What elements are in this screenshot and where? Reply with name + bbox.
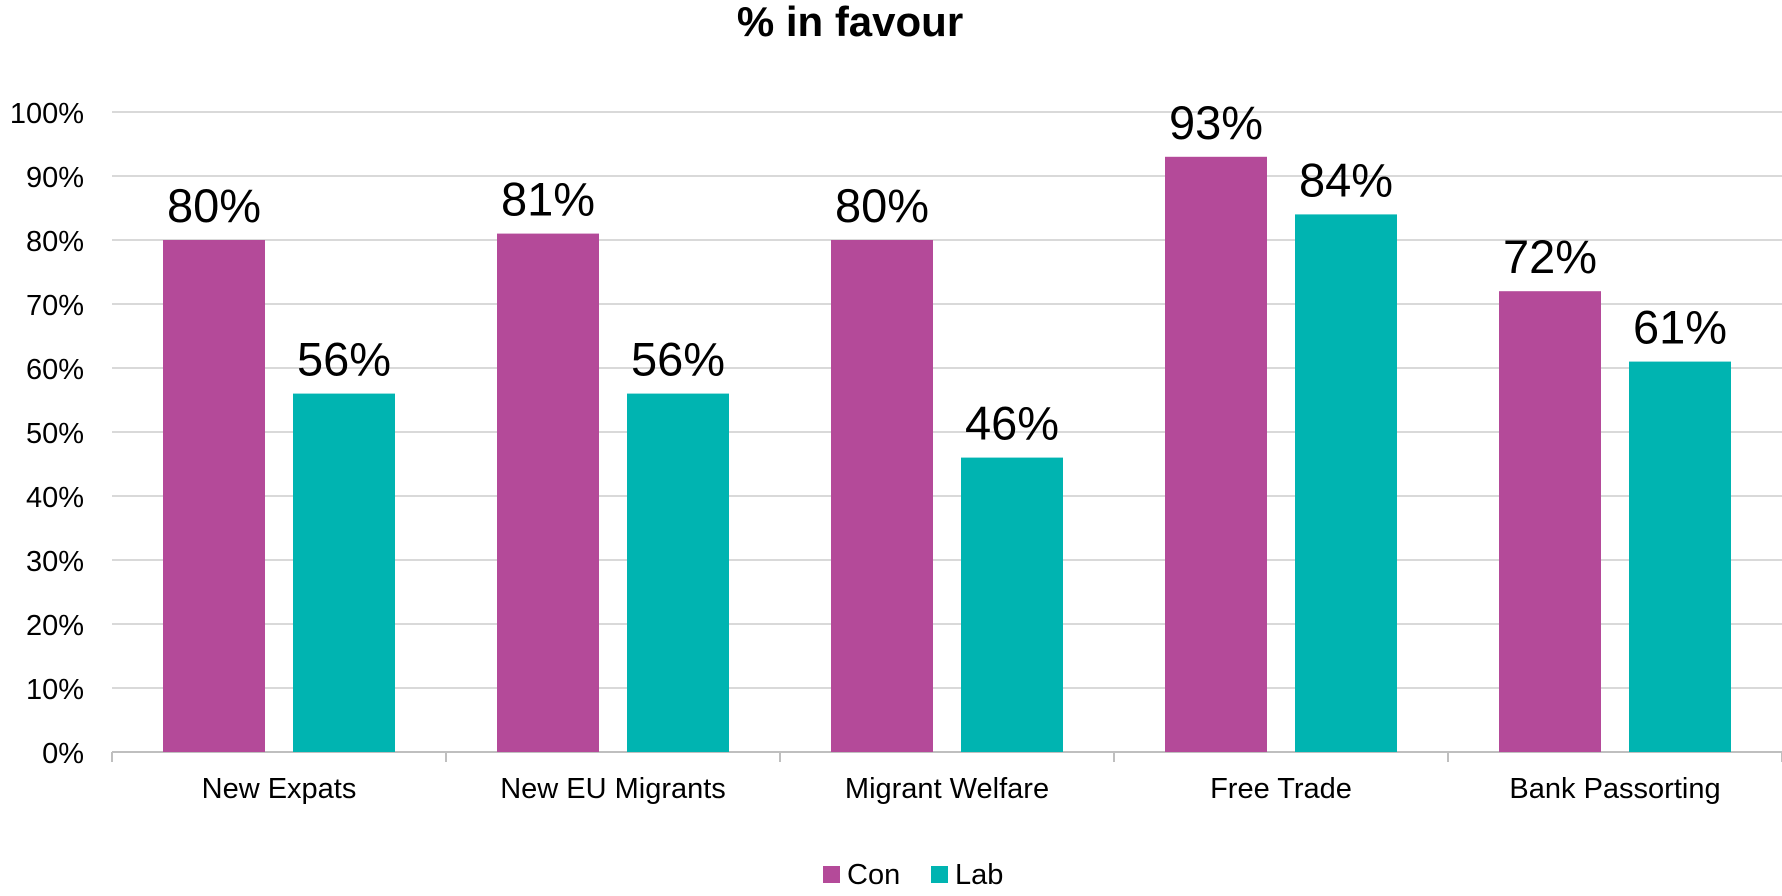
x-tick-label: Bank Passorting [1509, 773, 1720, 805]
bar-lab [627, 393, 729, 752]
bar-lab [1295, 214, 1397, 752]
y-tick-label: 40% [26, 482, 84, 514]
x-tick-label: Migrant Welfare [845, 773, 1049, 805]
bars [163, 156, 1731, 753]
data-label: 84% [1299, 153, 1393, 206]
data-label: 56% [297, 333, 391, 386]
y-tick-label: 10% [26, 674, 84, 706]
y-tick-label: 20% [26, 610, 84, 642]
data-labels: 80% 56% 81% 56% 80% 46% 93% 84% 72% 61% [167, 96, 1727, 450]
y-tick-label: 80% [26, 226, 84, 258]
data-label: 80% [835, 179, 929, 232]
y-tick-label: 70% [26, 290, 84, 322]
legend: Con Lab [823, 859, 1003, 891]
chart-title: % in favour [737, 0, 963, 45]
y-tick-label: 50% [26, 418, 84, 450]
bar-con [1499, 291, 1601, 752]
legend-swatch-con [823, 866, 840, 883]
bar-lab [293, 393, 395, 752]
x-tick-label: New Expats [202, 773, 357, 805]
legend-swatch-lab [931, 866, 948, 883]
data-label: 56% [631, 333, 725, 386]
bar-con [1165, 156, 1267, 753]
data-label: 46% [965, 397, 1059, 450]
y-tick-label: 30% [26, 546, 84, 578]
x-tick-label: Free Trade [1210, 773, 1352, 805]
legend-label: Lab [955, 859, 1003, 891]
legend-label: Con [847, 859, 900, 891]
bar-con [497, 233, 599, 753]
bar-con [831, 240, 933, 752]
y-tick-label: 0% [42, 738, 84, 770]
bar-lab [1629, 361, 1731, 752]
y-tick-label: 60% [26, 354, 84, 386]
data-label: 61% [1633, 301, 1727, 354]
data-label: 72% [1503, 230, 1597, 283]
bar-lab [961, 457, 1063, 752]
data-label: 93% [1169, 96, 1263, 149]
bar-con [163, 240, 265, 752]
data-label: 80% [167, 179, 261, 232]
axes: 0% 10% 20% 30% 40% 50% 60% 70% 80% 90% 100% New Exp… [10, 98, 1782, 805]
y-tick-label: 100% [10, 98, 84, 130]
y-tick-label: 90% [26, 162, 84, 194]
data-label: 81% [501, 173, 595, 226]
x-tick-label: New EU Migrants [500, 773, 726, 805]
